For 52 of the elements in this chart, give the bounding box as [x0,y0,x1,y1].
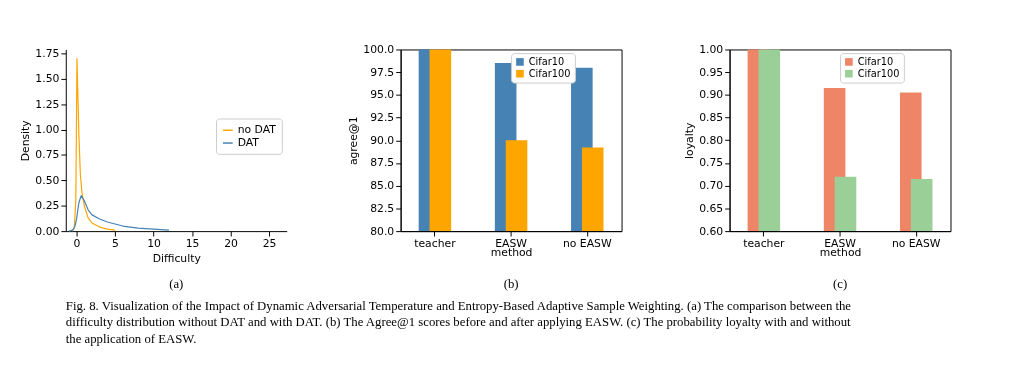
x-tick-label: 25 [262,237,277,251]
legend-label: Cifar10 [857,55,894,67]
legend-label: DAT [237,135,260,149]
y-tick-label: 1.00 [35,123,60,137]
y-tick-label: 0.95 [699,65,724,79]
y-tick-label: 85.0 [370,179,395,193]
y-tick-label: 0.70 [699,179,724,193]
y-tick-label: 0.90 [699,88,724,102]
y-tick-label: 1.75 [35,46,60,60]
y-tick-label: 0.80 [699,133,724,147]
legend-label: Cifar100 [528,67,571,79]
x-tick-label: 0 [73,237,81,251]
y-tick-label: 1.00 [699,42,724,56]
y-tick-label: 90.0 [370,133,395,147]
caption: Fig. 8. Visualization of the Impact of Dynamic Adversarial Temperature and Entropy-Based Adaptive Sample Weighting. (a) The comparison between the difficulty distribution without DAT and with DAT. (b) The Agree@1 scores before and after applying EASW. (c) The probability loyalty with and without the application of EASW. [65,298,852,347]
x-tick-label: 20 [224,237,239,251]
text: (c) [832,277,848,292]
y-tick-label: 80.0 [370,224,395,238]
y-tick-label: 1.50 [35,72,60,86]
y-tick-label: 95.0 [370,88,395,102]
y-axis-title: loyalty [683,122,697,159]
y-tick-label: 100.0 [363,42,395,56]
y-tick-label: 0.50 [35,173,60,187]
y-axis-title: Density [19,119,33,162]
text: (b) [503,277,519,292]
x-tick-label: no EASW [891,237,941,251]
x-tick-label: teacher [743,237,786,251]
y-tick-label: 0.65 [699,201,724,215]
line-series [68,195,170,232]
y-tick-label: 0.75 [699,156,724,170]
y-tick-label: 87.5 [370,156,395,170]
legend-label: Cifar10 [528,55,565,67]
x-tick-label: 5 [112,237,119,251]
y-tick-label: 92.5 [370,111,395,125]
y-tick-label: 1.25 [35,97,60,111]
y-tick-label: 82.5 [370,201,395,215]
legend-label: no DAT [237,123,277,137]
y-axis-title: agree@1 [347,116,361,166]
y-tick-label: 0.85 [699,111,724,125]
x-tick-label: 15 [185,237,200,251]
legend-label: Cifar100 [857,67,900,79]
y-tick-label: 97.5 [370,65,395,79]
text: (a) [169,277,184,292]
y-tick-label: 0.25 [35,199,60,213]
y-tick-label: 0.60 [699,224,724,238]
x-tick-label: 10 [147,237,162,251]
x-axis-title: Difficulty [152,252,202,266]
x-tick-label: teacher [414,237,457,251]
y-tick-label: 0.75 [35,148,60,162]
x-tick-label: no EASW [562,237,612,251]
line-series [71,58,116,232]
y-tick-label: 0.00 [35,224,60,238]
